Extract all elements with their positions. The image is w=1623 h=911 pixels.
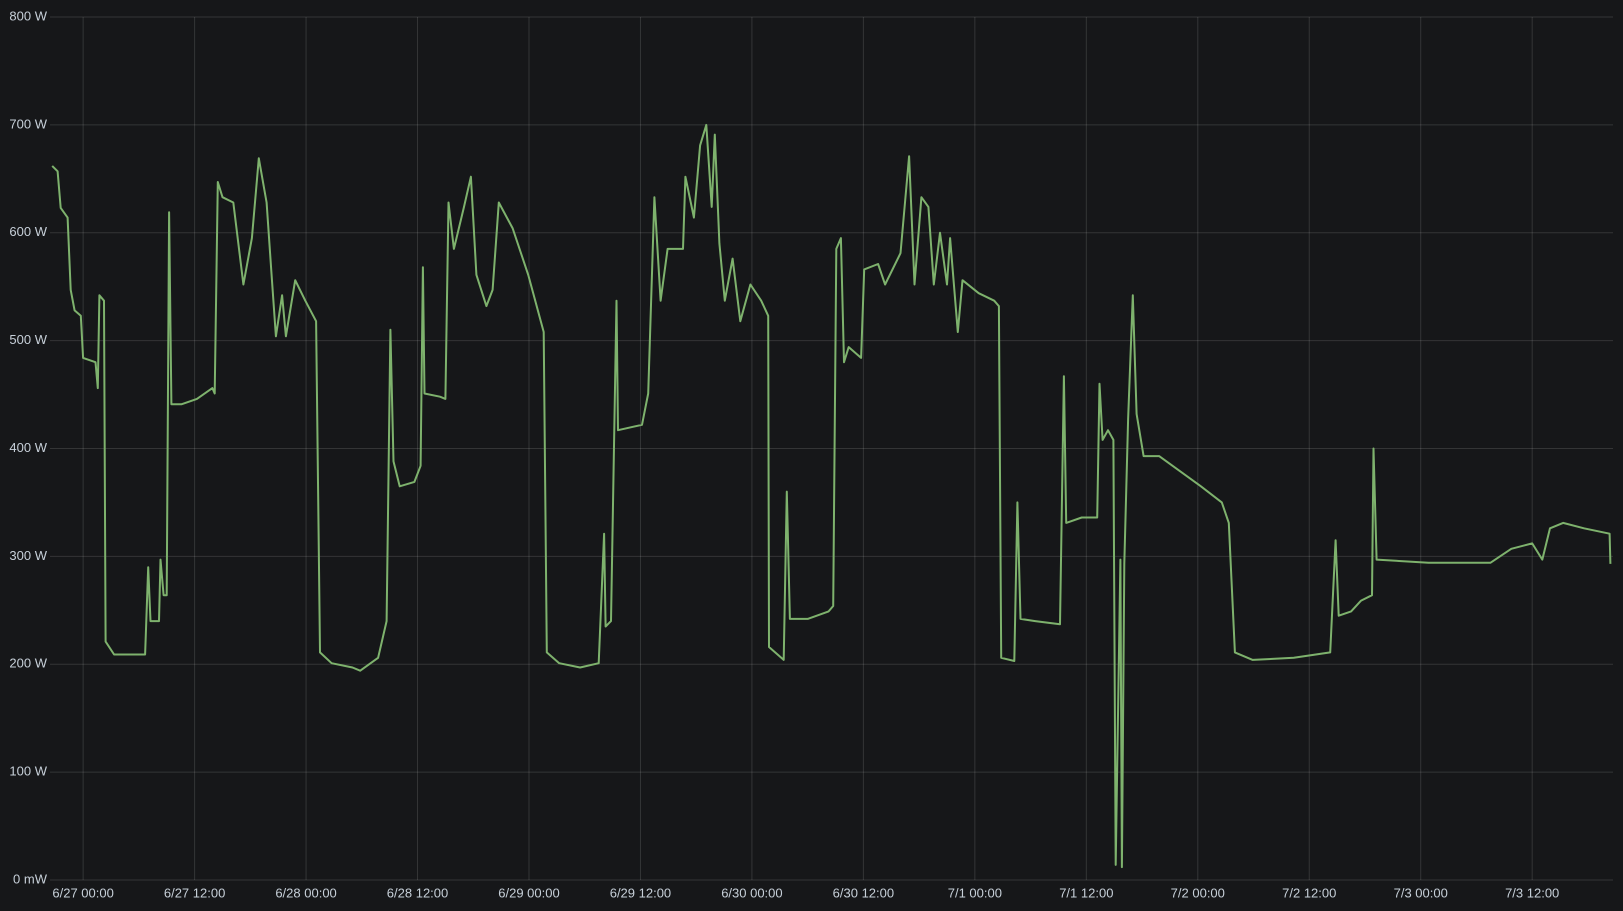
- y-tick-label: 800 W: [9, 8, 47, 23]
- x-tick-label: 7/1 12:00: [1059, 885, 1113, 900]
- series-line: [51, 123, 1612, 869]
- y-tick-label: 300 W: [9, 548, 47, 563]
- x-tick-label: 7/2 12:00: [1282, 885, 1336, 900]
- x-tick-label: 6/27 00:00: [52, 885, 113, 900]
- x-tick-label: 7/1 00:00: [948, 885, 1002, 900]
- x-tick-label: 6/29 00:00: [498, 885, 559, 900]
- x-tick-label: 6/28 12:00: [387, 885, 448, 900]
- y-tick-label: 600 W: [9, 224, 47, 239]
- x-tick-label: 7/2 00:00: [1171, 885, 1225, 900]
- y-tick-label: 0 mW: [13, 871, 48, 886]
- y-tick-label: 200 W: [9, 656, 47, 671]
- x-tick-label: 6/30 12:00: [833, 885, 894, 900]
- x-tick-label: 6/28 00:00: [275, 885, 336, 900]
- x-tick-label: 6/29 12:00: [610, 885, 671, 900]
- x-tick-label: 7/3 12:00: [1505, 885, 1559, 900]
- y-tick-label: 500 W: [9, 332, 47, 347]
- y-tick-label: 400 W: [9, 440, 47, 455]
- x-tick-label: 6/30 00:00: [721, 885, 782, 900]
- y-tick-label: 100 W: [9, 764, 47, 779]
- y-tick-label: 700 W: [9, 116, 47, 131]
- x-tick-label: 7/3 00:00: [1394, 885, 1448, 900]
- x-tick-label: 6/27 12:00: [164, 885, 225, 900]
